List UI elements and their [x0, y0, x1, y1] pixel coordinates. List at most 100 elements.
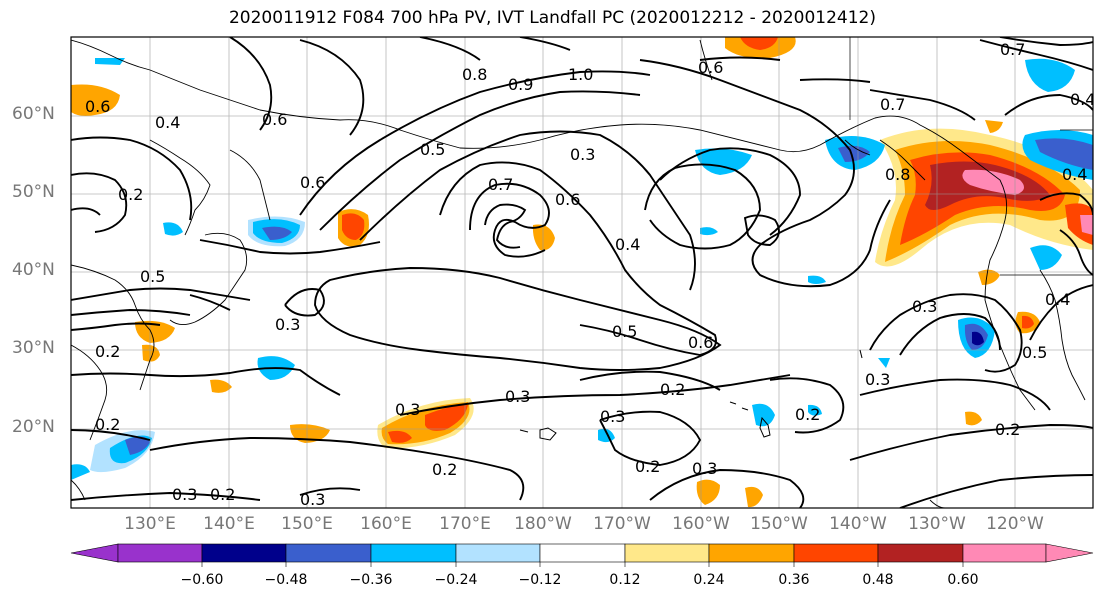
- contour-label: 0.2: [660, 380, 685, 399]
- colorbar-bin: [708, 543, 795, 563]
- positive-anomaly-region: [425, 405, 468, 431]
- contour-labels: 0.8 0.9 1.0 0.6 0.7 0.7 0.4 0.5 0.3 0.6 …: [85, 40, 1095, 509]
- positive-anomaly-region: [985, 120, 1003, 133]
- contour-label: 0.5: [1022, 343, 1047, 362]
- colorbar-bin: [201, 543, 287, 563]
- contour-label: 0.3: [912, 297, 937, 316]
- colorbar-tick-label: −0.24: [434, 572, 478, 588]
- negative-anomaly-region: [163, 222, 183, 236]
- colorbar-tick-label: 0.12: [609, 572, 641, 588]
- contour-label: 0.2: [95, 342, 120, 361]
- colorbar-tick-label: −0.60: [180, 572, 224, 588]
- lon-label-160w: 160°W: [672, 514, 730, 534]
- contour-label: 0.3: [395, 400, 420, 419]
- contour-label: 1.0: [568, 65, 593, 84]
- contour-label: 0.5: [140, 267, 165, 286]
- contour-label: 0.9: [508, 75, 533, 94]
- lon-label-150e: 150°E: [281, 514, 333, 534]
- contour-label: 0.4: [1045, 290, 1070, 309]
- positive-anomaly-region: [142, 344, 160, 362]
- negative-anomaly-region: [598, 428, 615, 443]
- positive-anomaly-region: [135, 320, 175, 343]
- negative-anomaly-region: [972, 331, 984, 346]
- lon-label-150w: 150°W: [750, 514, 808, 534]
- negative-anomaly-region: [752, 403, 775, 427]
- negative-anomaly-region: [125, 436, 150, 455]
- negative-anomaly-region: [1025, 58, 1075, 92]
- contour-label: 0.4: [615, 235, 640, 254]
- lon-label-130w: 130°W: [908, 514, 966, 534]
- colorbar-tick-label: −0.48: [264, 572, 308, 588]
- islands: [519, 349, 863, 441]
- figure-title: 2020011912 F084 700 hPa PV, IVT Landfall…: [228, 8, 876, 28]
- contour-label: 0.5: [420, 140, 445, 159]
- positive-anomaly-region: [745, 486, 763, 508]
- negative-anomaly-region: [695, 148, 752, 175]
- colorbar-bin: [455, 543, 541, 563]
- colorbar-bin: [370, 543, 457, 563]
- negative-anomaly-region: [95, 58, 125, 65]
- contour-label: 0.2: [118, 185, 143, 204]
- colorbar-bin: [877, 543, 964, 563]
- contour-label: 0.7: [1000, 40, 1025, 59]
- positive-anomaly-region: [388, 430, 412, 443]
- contour-label: 0.8: [885, 165, 910, 184]
- contour-label: 0.3: [275, 315, 300, 334]
- colorbar-bin: [962, 543, 1047, 563]
- positive-anomaly-region: [1065, 203, 1093, 245]
- negative-anomaly-region: [808, 275, 826, 284]
- contour-label: 0.4: [1070, 90, 1095, 109]
- contour-label: 0.6: [300, 173, 325, 192]
- colorbar-tick-label: 0.24: [693, 572, 725, 588]
- negative-anomaly-region: [71, 464, 90, 480]
- contour-label: 0.2: [432, 460, 457, 479]
- lon-label-140e: 140°E: [203, 514, 255, 534]
- positive-anomaly-region: [962, 169, 1024, 195]
- colorbar-tick-label: 0.48: [862, 572, 894, 588]
- contour-label: 0.5: [612, 322, 637, 341]
- lon-label-160e: 160°E: [360, 514, 412, 534]
- colorbar-bin: [793, 543, 879, 563]
- contour-label: 0.8: [462, 65, 487, 84]
- contour-label: 0.3: [865, 370, 890, 389]
- plot-frame: [70, 36, 1094, 509]
- contour-label: 0.3: [505, 387, 530, 406]
- positive-anomaly-region: [978, 269, 1000, 285]
- lon-label-140w: 140°W: [829, 514, 887, 534]
- lat-label-30n: 30°N: [12, 338, 55, 358]
- colorbar-bin: [539, 543, 626, 563]
- shaded-fields: [71, 37, 1093, 508]
- lat-label-20n: 20°N: [12, 417, 55, 437]
- contour-label: 0.7: [880, 95, 905, 114]
- positive-anomaly-region: [740, 37, 778, 50]
- lat-label-40n: 40°N: [12, 260, 55, 280]
- country-borders: [849, 37, 1093, 276]
- positive-anomaly-region: [965, 411, 982, 426]
- negative-anomaly-region: [1035, 138, 1093, 170]
- colorbar-extend-min: [70, 543, 119, 563]
- negative-anomaly-region: [878, 358, 890, 368]
- contour-label: 0.4: [1062, 165, 1087, 184]
- negative-anomaly-region: [1030, 245, 1062, 270]
- pv-contours: [71, 37, 1093, 508]
- colorbar-bin: [117, 543, 203, 563]
- contour-label: 0.3: [692, 459, 717, 478]
- positive-anomaly-region: [532, 224, 555, 251]
- contour-label: 0.3: [300, 490, 325, 509]
- negative-anomaly-region: [808, 404, 822, 416]
- lon-label-120w: 120°W: [986, 514, 1044, 534]
- positive-anomaly-region: [1022, 315, 1034, 329]
- contour-label: 0.6: [555, 190, 580, 209]
- lon-label-170w: 170°W: [593, 514, 651, 534]
- positive-anomaly-region: [696, 479, 720, 505]
- contour-label: 0.3: [600, 407, 625, 426]
- lon-label-180w: 180°W: [514, 514, 572, 534]
- positive-anomaly-region: [1080, 215, 1093, 235]
- positive-anomaly-region: [71, 84, 120, 116]
- contour-label: 0.3: [570, 145, 595, 164]
- plot-area: [71, 37, 1093, 508]
- lon-label-130e: 130°E: [124, 514, 176, 534]
- lon-label-170e: 170°E: [439, 514, 491, 534]
- contour-label: 0.7: [488, 175, 513, 194]
